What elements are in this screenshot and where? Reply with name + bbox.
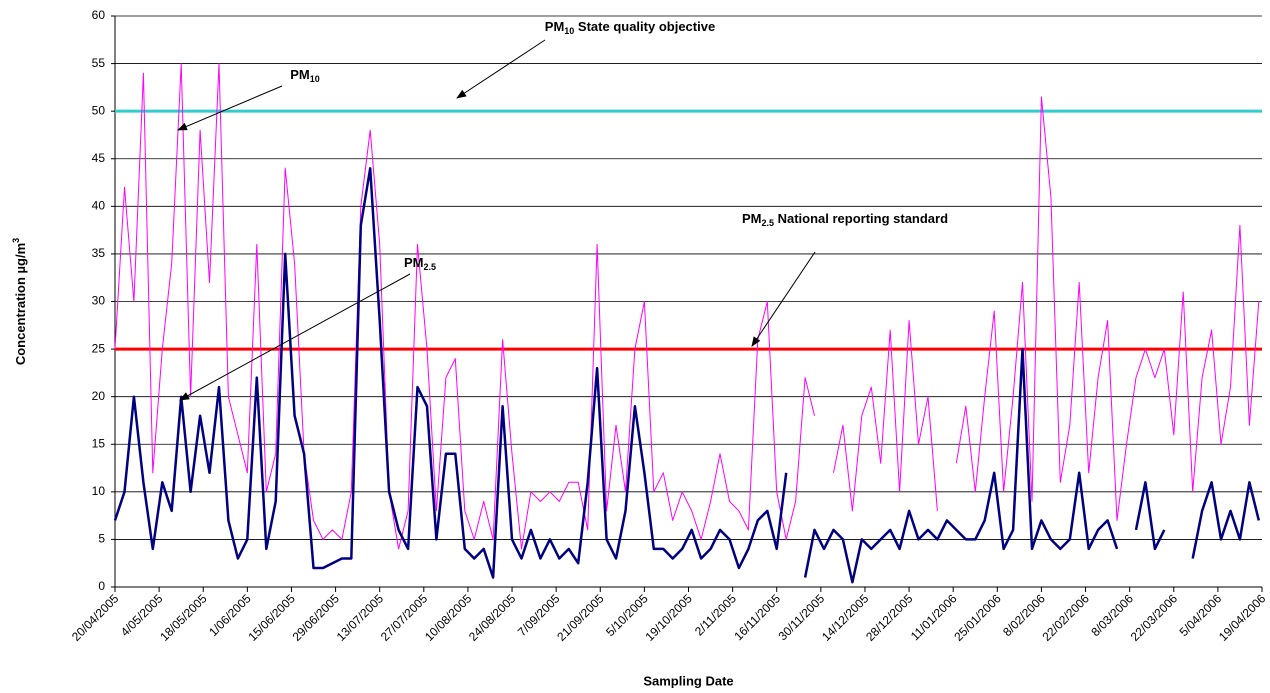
- x-tick-label: 24/08/2005: [466, 591, 519, 644]
- annotation-arrow: [179, 273, 411, 401]
- annotation-text: PM: [742, 211, 762, 226]
- x-tick-label: 20/04/2005: [69, 591, 122, 644]
- annotation: PM2.5 National reporting standard: [742, 211, 948, 228]
- annotation: PM10 State quality objective: [545, 19, 715, 36]
- annotation-text: PM: [545, 19, 565, 34]
- annotation-text: PM: [404, 255, 424, 270]
- annotation-arrow: [456, 39, 546, 99]
- y-axis-title-sup: 3: [11, 238, 21, 243]
- x-tick-label: 16/11/2005: [731, 591, 783, 643]
- y-axis-title: Concentration µg/m3: [11, 238, 28, 365]
- y-tick-label: 15: [92, 436, 106, 450]
- y-tick-label: 25: [92, 341, 106, 355]
- annotation-text: State quality objective: [574, 19, 715, 34]
- x-tick-label: 15/06/2005: [245, 591, 298, 644]
- annotation-subscript: 2.5: [761, 218, 774, 228]
- annotation-arrow: [751, 251, 816, 347]
- x-tick-label: 14/12/2005: [819, 591, 872, 644]
- annotation-subscript: 2.5: [423, 262, 436, 272]
- x-tick-label: 19/10/2005: [642, 591, 695, 644]
- x-tick-label: 25/01/2006: [951, 591, 1004, 644]
- y-tick-label: 30: [92, 294, 106, 308]
- y-tick-label: 60: [92, 8, 106, 22]
- y-tick-label: 55: [92, 56, 106, 70]
- series-line: [114, 63, 1260, 550]
- x-tick-label: 22/02/2006: [1040, 591, 1093, 644]
- y-tick-label: 10: [92, 484, 106, 498]
- annotation-arrow: [177, 85, 283, 131]
- x-tick-label: 27/07/2005: [378, 591, 431, 644]
- x-tick-label: 28/12/2005: [863, 591, 916, 644]
- y-tick-label: 20: [92, 389, 106, 403]
- annotation: PM10: [290, 67, 320, 84]
- y-tick-label: 35: [92, 246, 106, 260]
- x-tick-label: 10/08/2005: [422, 591, 475, 644]
- x-tick-label: 22/03/2006: [1128, 591, 1181, 644]
- annotation: PM2.5: [404, 255, 436, 272]
- annotation-text: National reporting standard: [774, 211, 948, 226]
- y-tick-label: 45: [92, 151, 106, 165]
- y-tick-label: 50: [92, 103, 106, 117]
- y-tick-label: 5: [98, 532, 105, 546]
- x-tick-label: 21/09/2005: [554, 591, 607, 644]
- x-tick-label: 29/06/2005: [290, 591, 343, 644]
- y-tick-label: 40: [92, 199, 106, 213]
- x-tick-label: 18/05/2005: [157, 591, 210, 644]
- annotation-subscript: 10: [310, 74, 320, 84]
- y-tick-label: 0: [98, 579, 105, 593]
- x-axis-title: Sampling Date: [643, 673, 733, 688]
- y-axis-title-text: Concentration µg/m: [13, 243, 28, 365]
- annotation-text: PM: [290, 67, 310, 82]
- series-line: [113, 167, 1261, 584]
- x-tick-label: 19/04/2006: [1216, 591, 1269, 644]
- annotation-subscript: 10: [564, 26, 574, 36]
- x-tick-label: 13/07/2005: [334, 591, 387, 644]
